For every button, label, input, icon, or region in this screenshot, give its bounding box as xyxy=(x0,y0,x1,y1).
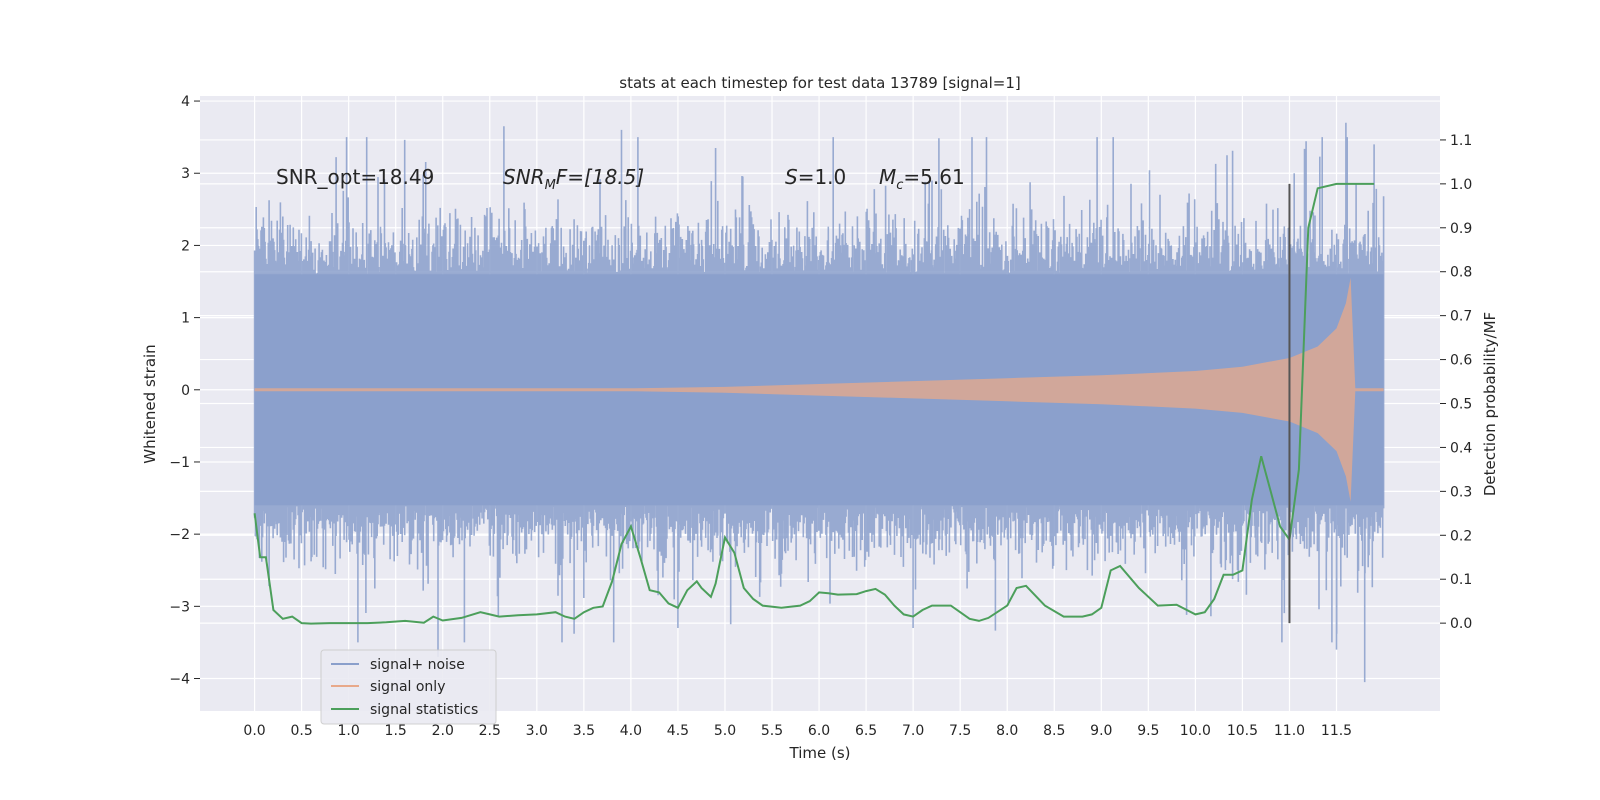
annotation-s: S=1.0 xyxy=(785,165,846,189)
x-tick-label: 6.5 xyxy=(855,723,877,739)
x-tick-label: 9.5 xyxy=(1137,723,1159,739)
signal-statistics-series xyxy=(253,182,1375,625)
x-tick-label: 2.0 xyxy=(432,723,454,739)
y2-tick-label: 0.1 xyxy=(1450,572,1472,588)
x-tick-label: 11.5 xyxy=(1321,723,1352,739)
y2-tick-label: 1.1 xyxy=(1450,133,1472,149)
x-tick-label: 0.5 xyxy=(290,723,312,739)
x-tick-label: 5.5 xyxy=(761,723,783,739)
x-tick-label: 9.0 xyxy=(1090,723,1112,739)
y2-tick-label: 0.9 xyxy=(1450,221,1472,237)
x-tick-label: 5.0 xyxy=(714,723,736,739)
y2-axis-ticks: 0.0 0.1 0.2 0.3 0.4 0.5 0.6 0.7 0.8 0.9 1.0 1.1 xyxy=(1440,133,1472,632)
x-tick-label: 3.0 xyxy=(526,723,548,739)
y2-tick-label: 0.0 xyxy=(1450,616,1472,632)
y2-tick-label: 0.7 xyxy=(1450,309,1472,325)
annotation-mc-value: =5.61 xyxy=(903,165,964,189)
y2-tick-label: 0.8 xyxy=(1450,265,1472,281)
y-tick-label: −1 xyxy=(169,455,190,471)
y-tick-label: 3 xyxy=(181,166,190,182)
annotation-snr-opt: SNR_opt=18.49 xyxy=(276,165,434,189)
y-axis-label: Whitened strain xyxy=(141,344,159,463)
x-tick-label: 1.0 xyxy=(338,723,360,739)
annotation-mc: Mc=5.61 xyxy=(879,165,965,193)
signal-statistics-line xyxy=(253,182,1375,625)
annotation-snr-mf: SNRMF=[18.5] xyxy=(503,165,644,193)
x-tick-label: 0.0 xyxy=(243,723,265,739)
x-tick-label: 7.0 xyxy=(902,723,924,739)
x-tick-label: 7.5 xyxy=(949,723,971,739)
y2-tick-label: 1.0 xyxy=(1450,177,1472,193)
y-tick-label: 0 xyxy=(181,383,190,399)
annotation-s-var: S xyxy=(785,165,798,189)
y-tick-label: 2 xyxy=(181,238,190,254)
y-axis-ticks: −4 −3 −2 −1 0 1 2 3 4 xyxy=(169,94,200,688)
x-tick-label: 1.5 xyxy=(385,723,407,739)
legend: signal+ noise signal only signal statist… xyxy=(320,649,497,725)
x-tick-label: 4.5 xyxy=(667,723,689,739)
y2-tick-label: 0.6 xyxy=(1450,353,1472,369)
x-tick-label: 6.0 xyxy=(808,723,830,739)
annotation-snr-mf-main: SNR xyxy=(503,165,545,189)
annotation-mc-var: M xyxy=(879,165,896,189)
legend-label-noise: signal+ noise xyxy=(370,657,465,673)
annotation-s-value: =1.0 xyxy=(798,165,847,189)
signal-only-series xyxy=(254,277,1384,502)
x-tick-label: 11.0 xyxy=(1274,723,1305,739)
y-tick-label: −3 xyxy=(169,599,190,615)
legend-label-statistics: signal statistics xyxy=(370,702,478,718)
annotation-mc-sub: c xyxy=(896,178,903,193)
legend-box xyxy=(320,649,497,725)
y2-tick-label: 0.2 xyxy=(1450,528,1472,544)
y2-tick-label: 0.4 xyxy=(1450,440,1472,456)
y-tick-label: 4 xyxy=(181,94,190,110)
y2-tick-label: 0.5 xyxy=(1450,397,1472,413)
x-axis-label: Time (s) xyxy=(789,744,851,762)
x-tick-label: 10.5 xyxy=(1227,723,1258,739)
signal-only-envelope xyxy=(254,277,1384,502)
x-tick-label: 3.5 xyxy=(573,723,595,739)
y-tick-label: −4 xyxy=(169,672,190,688)
annotation-snr-mf-rest: F=[18.5] xyxy=(556,165,644,189)
x-tick-label: 4.0 xyxy=(620,723,642,739)
x-tick-label: 8.0 xyxy=(996,723,1018,739)
legend-label-signal: signal only xyxy=(370,679,445,695)
x-tick-label: 10.0 xyxy=(1180,723,1211,739)
chart-title: stats at each timestep for test data 137… xyxy=(619,74,1020,92)
x-tick-label: 2.5 xyxy=(479,723,501,739)
x-tick-label: 8.5 xyxy=(1043,723,1065,739)
y2-tick-label: 0.3 xyxy=(1450,484,1472,500)
y-tick-label: −2 xyxy=(169,527,190,543)
x-axis-ticks: 0.0 0.5 1.0 1.5 2.0 2.5 3.0 3.5 4.0 4.5 5.0 5.5 6.0 6… xyxy=(243,723,1352,739)
annotation-snr-mf-sub: M xyxy=(545,178,556,193)
y2-axis-label: Detection probability/MF xyxy=(1481,312,1499,496)
y-tick-label: 1 xyxy=(181,311,190,327)
